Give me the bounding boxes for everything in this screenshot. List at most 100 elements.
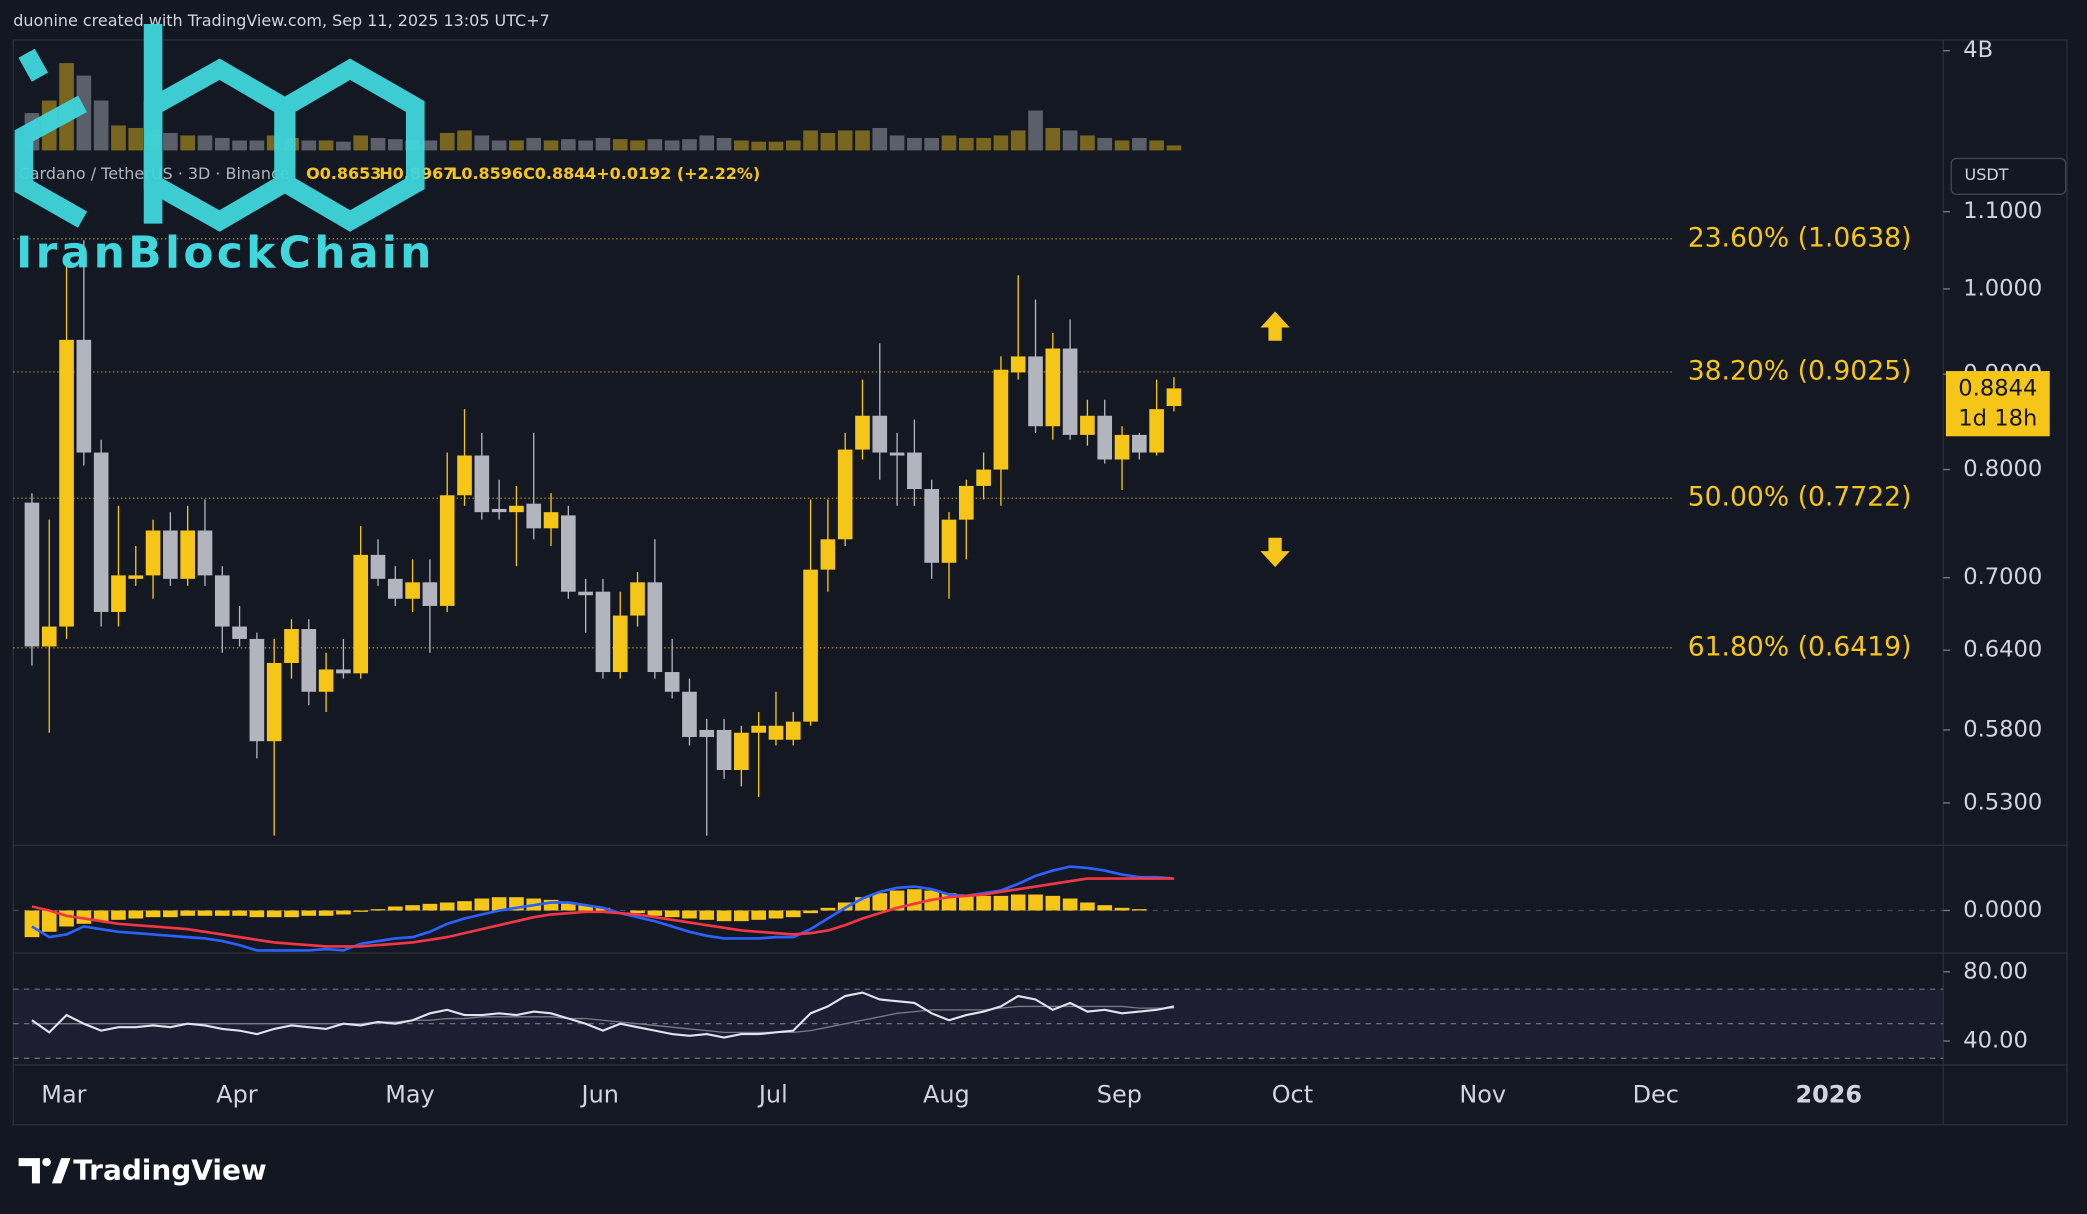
macd-histogram <box>1062 898 1078 911</box>
volume-bar <box>93 100 109 151</box>
volume-bar <box>837 130 853 151</box>
candle-body <box>301 629 317 692</box>
ohlc-legend: +0.0192 (+2.22%) <box>596 164 760 183</box>
macd-histogram <box>716 910 732 922</box>
macd-histogram <box>889 890 905 911</box>
volume-bar <box>1114 140 1130 151</box>
macd-histogram <box>820 907 836 911</box>
watermark: IranBlockChain <box>16 228 435 279</box>
volume-bar <box>1149 140 1164 151</box>
x-tick-label: Dec <box>1633 1081 1679 1109</box>
volume-bar <box>214 137 230 151</box>
volume-bar <box>785 140 801 151</box>
candle-body <box>1166 388 1182 407</box>
rsi-line <box>31 1005 1174 1034</box>
header: duonine created with TradingView.com, Se… <box>13 11 549 30</box>
macd-histogram <box>993 895 1009 911</box>
y-tick-label: 0.7000 <box>1963 564 2042 590</box>
last-price: 0.8844 <box>1958 376 2037 402</box>
candle-body <box>907 452 922 490</box>
macd-histogram <box>266 910 282 918</box>
macd-histogram <box>301 910 317 916</box>
brand-icon <box>42 1157 51 1167</box>
candle-body <box>699 729 715 737</box>
volume-bar <box>872 127 888 151</box>
volume-bar <box>941 135 957 151</box>
volume-bar <box>1166 145 1182 151</box>
candle-body <box>993 369 1009 470</box>
x-tick-label: Jun <box>580 1081 619 1109</box>
volume-bar <box>197 135 213 151</box>
candle-body <box>958 485 974 520</box>
x-tick-label: Oct <box>1272 1081 1313 1109</box>
macd-histogram <box>1097 905 1113 911</box>
macd-histogram <box>145 910 161 918</box>
candle-body <box>266 662 282 742</box>
fib-label: 50.00% (0.7722) <box>1688 482 1912 513</box>
candle-body <box>803 569 818 722</box>
macd-histogram <box>543 899 559 911</box>
volume-bar <box>318 140 334 151</box>
macd-histogram <box>561 902 576 911</box>
candle-body <box>41 626 57 647</box>
x-tick-label: May <box>385 1081 434 1109</box>
candle-body <box>976 469 991 486</box>
macd-histogram <box>93 910 109 922</box>
macd-histogram <box>647 910 663 916</box>
x-tick-label: Nov <box>1459 1081 1506 1109</box>
macd-histogram <box>768 910 784 919</box>
currency-button[interactable] <box>1950 157 2067 196</box>
macd-histogram <box>474 898 490 911</box>
macd-histogram <box>318 910 334 916</box>
arrow-down <box>1260 537 1290 568</box>
macd-histogram <box>491 897 507 911</box>
volume-bar <box>820 132 836 151</box>
macd-histogram <box>197 910 213 916</box>
macd-histogram <box>803 910 818 914</box>
currency[interactable]: USDT <box>1965 165 2009 184</box>
candle-body <box>284 629 299 663</box>
macd-histogram <box>958 894 974 911</box>
candle-body <box>163 530 178 579</box>
candle-body <box>785 721 801 740</box>
volume-bar <box>647 139 663 151</box>
macd-histogram <box>422 903 438 911</box>
macd-histogram <box>1132 909 1147 911</box>
volume-bar <box>509 140 524 151</box>
volume-bar <box>353 135 369 151</box>
y-tick-label: 0.8000 <box>1963 456 2042 482</box>
macd-histogram <box>734 910 749 922</box>
volume-bar <box>163 132 178 151</box>
candle-body <box>180 530 195 579</box>
volume-bar <box>249 140 265 151</box>
volume-bar <box>803 130 818 151</box>
macd-line <box>31 877 1174 948</box>
candle-body <box>509 505 524 513</box>
candle-body <box>1062 348 1078 435</box>
brand: TradingView <box>73 1153 267 1186</box>
macd-histogram <box>284 910 299 918</box>
candle-body <box>353 554 369 674</box>
candle-body <box>1045 348 1061 427</box>
candle-body <box>76 339 92 453</box>
macd-histogram <box>1114 907 1130 911</box>
macd-histogram <box>387 906 403 911</box>
macd-histogram <box>976 895 991 911</box>
volume-bar <box>561 139 576 151</box>
candle-body <box>457 455 472 496</box>
x-tick-label: Jul <box>757 1081 788 1109</box>
volume-bar <box>630 140 645 151</box>
y-tick-label: 1.0000 <box>1963 275 2042 301</box>
volume-bar <box>1132 137 1147 151</box>
arrow-up <box>1260 311 1290 341</box>
candle-body <box>855 415 870 450</box>
macd-histogram <box>439 902 455 911</box>
arrows <box>1260 311 1290 568</box>
y-tick-label: 4B <box>1963 37 1993 63</box>
brand-icon <box>18 1158 40 1184</box>
candle-body <box>768 725 784 740</box>
volume-bar <box>716 137 732 151</box>
volume-bar <box>1062 130 1078 151</box>
y-tick-label: 1.1000 <box>1963 198 2042 224</box>
candle-body <box>387 578 403 599</box>
